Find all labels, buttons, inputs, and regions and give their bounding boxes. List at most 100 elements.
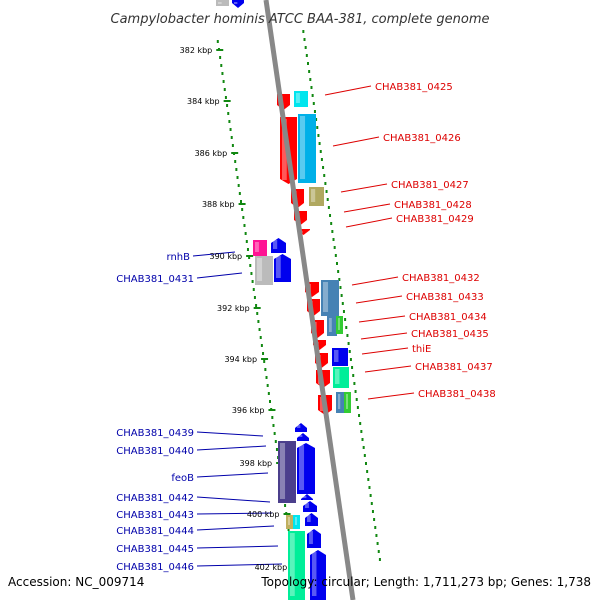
gene-labels: CHAB381_0425 CHAB381_0426 CHAB381_0427 CHAB…	[116, 82, 496, 573]
ruler-dot-inner	[263, 360, 266, 363]
backbone-line	[263, 0, 356, 600]
ruler-dot-inner	[248, 256, 251, 259]
ruler-dot-inner	[269, 400, 271, 403]
reverse-gene-block	[332, 348, 348, 366]
ruler-dot-inner	[219, 56, 222, 59]
leader-chab381-0446	[196, 563, 283, 567]
ruler-dot-outer	[305, 54, 308, 57]
ruler-dot-outer	[318, 142, 321, 145]
ruler-dot-inner	[284, 504, 287, 507]
ruler-dot-inner	[266, 384, 269, 387]
forward-gene-block	[305, 513, 318, 526]
ruler-tick-label: 394 kbp	[224, 355, 257, 364]
leader-chab381-0432	[351, 276, 399, 286]
ruler-dot-outer	[323, 174, 326, 177]
ruler-dot-outer	[345, 326, 348, 329]
gene-block-top-grey	[216, 0, 229, 6]
leader-chab381-0431	[196, 272, 243, 279]
leader-chab381-0438	[367, 392, 415, 400]
forward-gene-block	[274, 254, 291, 282]
ruler-dot-outer	[308, 70, 311, 73]
ruler-dot-outer	[342, 310, 345, 313]
forward-gene-block	[255, 256, 273, 285]
ruler-dot-inner	[259, 336, 262, 339]
ruler-dot-inner	[253, 296, 256, 299]
ruler-labels: 382 kbp 384 kbp 386 kbp 388 kbp 390 kbp 392 k…	[180, 46, 288, 572]
ruler-dot-inner	[245, 240, 248, 243]
ruler-dot-outer	[378, 558, 381, 561]
ruler-dot-inner	[274, 440, 277, 443]
ruler-dot-outer	[331, 230, 334, 233]
forward-gene-block	[288, 531, 305, 600]
reverse-gene-block	[344, 392, 351, 413]
ruler-dot-inner	[243, 224, 246, 227]
ruler-dot-inner	[244, 232, 247, 235]
ruler-dot-outer	[312, 102, 315, 105]
ruler-dot-outer	[316, 126, 319, 129]
leader-chab381-0442	[196, 496, 271, 503]
ruler-dot-inner	[240, 200, 242, 203]
ruler-dot-outer	[313, 110, 316, 113]
ruler-dot-outer	[369, 494, 372, 497]
forward-gene-block	[253, 240, 267, 256]
gene-label-chab381-0425: CHAB381_0425	[375, 82, 453, 93]
ruler-dot-outer	[370, 502, 373, 505]
gene-label-chab381-0434: CHAB381_0434	[409, 312, 487, 323]
ruler-dot-outer	[351, 366, 354, 369]
ruler-dot-inner	[267, 392, 270, 395]
gene-label-chab381-0429: CHAB381_0429	[396, 214, 474, 225]
leader-chab381-0435	[360, 332, 408, 340]
ruler-dot-outer	[375, 534, 378, 537]
gene-label-chab381-0442: CHAB381_0442	[116, 493, 194, 504]
map-title: Campylobacter hominis ATCC BAA-381, comp…	[111, 12, 490, 27]
ruler-tick-label: 384 kbp	[187, 97, 220, 106]
ruler-dot-outer	[317, 134, 320, 137]
ruler-dot-outer	[338, 278, 341, 281]
gene-label-chab381-0431: CHAB381_0431	[116, 274, 194, 285]
forward-gene-block	[286, 515, 293, 529]
ruler-dot-outer	[324, 182, 327, 185]
leader-rnhb	[192, 251, 236, 257]
ruler-dot-outer	[333, 246, 336, 249]
ruler-dot-outer	[347, 342, 350, 345]
ruler-dot-inner	[265, 376, 268, 379]
gene-label-chab381-0445: CHAB381_0445	[116, 544, 194, 555]
leader-thie	[361, 347, 409, 355]
ruler-tick-label: 388 kbp	[202, 200, 235, 209]
forward-gene-block	[278, 441, 296, 503]
ruler-dot-inner	[255, 304, 258, 307]
gene-label-chab381-0435: CHAB381_0435	[411, 329, 489, 340]
ruler-dot-outer	[360, 430, 363, 433]
ruler-dot-inner	[287, 528, 290, 531]
ruler-dot-inner	[256, 312, 259, 315]
ruler-dot-outer	[359, 422, 362, 425]
ruler-dot-outer	[362, 446, 365, 449]
gene-label-chab381-0439: CHAB381_0439	[116, 428, 194, 439]
ruler-dot-outer	[356, 406, 359, 409]
ruler-tick-label: 398 kbp	[240, 459, 273, 468]
gene-label-chab381-0438: CHAB381_0438	[418, 389, 496, 400]
ruler-dot-outer	[363, 454, 366, 457]
ruler-dot-inner	[230, 136, 233, 139]
ruler-dot-inner	[228, 120, 231, 123]
ruler-dot-outer	[311, 94, 314, 97]
gene-block-top-blue	[232, 0, 244, 8]
gene-label-chab381-0440: CHAB381_0440	[116, 446, 194, 457]
ruler-dot-inner	[258, 328, 261, 331]
gene-label-feob: feoB	[171, 473, 194, 484]
gene-label-thie: thiE	[412, 344, 431, 355]
forward-gene-block	[297, 443, 315, 494]
reverse-gene-block	[336, 316, 343, 334]
ruler-dot-inner	[234, 160, 237, 163]
ruler-dot-inner	[221, 72, 224, 75]
ruler-dot-inner	[252, 288, 255, 291]
gene-label-chab381-0428: CHAB381_0428	[394, 200, 472, 211]
ruler-dot-inner	[227, 112, 230, 115]
ruler-dot-outer	[325, 190, 328, 193]
leader-chab381-0428	[343, 203, 391, 213]
reverse-gene-block	[333, 367, 349, 388]
ruler-dot-inner	[257, 320, 260, 323]
ruler-dot-outer	[374, 526, 377, 529]
ruler-dot-outer	[315, 118, 318, 121]
ruler-dot-inner	[272, 424, 275, 427]
